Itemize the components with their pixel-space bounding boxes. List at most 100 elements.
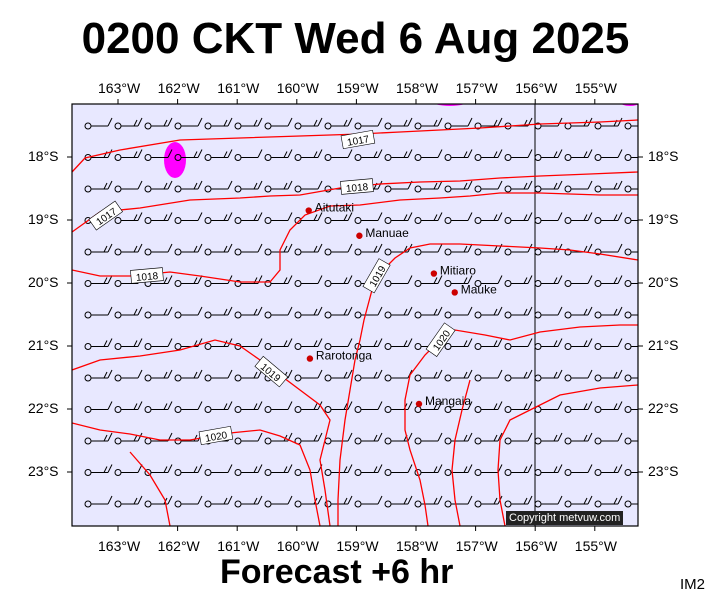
lat-tick-label: 22°S bbox=[28, 400, 59, 416]
wind-barb bbox=[594, 432, 623, 445]
isobar bbox=[497, 384, 638, 526]
wind-barb bbox=[564, 369, 593, 382]
wind-barb bbox=[504, 275, 533, 287]
wind-barb bbox=[474, 338, 503, 350]
isobar bbox=[72, 422, 321, 526]
wind-barb bbox=[534, 464, 563, 476]
wind-barb bbox=[504, 338, 533, 350]
wind-barb bbox=[414, 495, 443, 508]
wind-barb bbox=[264, 401, 293, 413]
place-dot bbox=[305, 207, 312, 214]
product-code: IM2 bbox=[680, 576, 706, 593]
wind-barb bbox=[84, 495, 113, 508]
wind-barb bbox=[504, 369, 533, 382]
wind-barb bbox=[354, 117, 383, 130]
wind-barb bbox=[534, 117, 563, 130]
wind-barb bbox=[534, 243, 563, 256]
wind-barb bbox=[534, 369, 563, 382]
wind-barb bbox=[474, 149, 503, 161]
wind-barb bbox=[384, 464, 413, 476]
wind-barb bbox=[354, 369, 383, 382]
place-dot bbox=[451, 289, 458, 296]
wind-barb bbox=[294, 275, 323, 287]
wind-barb bbox=[624, 469, 638, 476]
wind-barb bbox=[204, 243, 233, 256]
lon-tick-label: 160°W bbox=[276, 538, 319, 554]
isobar-label: 1017 bbox=[346, 134, 370, 149]
wind-barb bbox=[144, 306, 173, 319]
wind-barb bbox=[534, 149, 563, 161]
lat-tick-label: 21°S bbox=[28, 337, 59, 353]
wind-barb bbox=[354, 464, 383, 476]
wind-barb bbox=[624, 311, 638, 319]
wind-barb bbox=[204, 212, 233, 224]
wind-barb bbox=[174, 149, 203, 161]
wind-barb bbox=[444, 275, 473, 287]
wind-barb bbox=[504, 401, 533, 413]
wind-barb bbox=[144, 117, 173, 130]
wind-barb bbox=[144, 243, 173, 256]
wind-barb bbox=[234, 401, 263, 413]
isobar bbox=[72, 171, 638, 233]
wind-barb bbox=[234, 243, 263, 256]
wind-barb bbox=[294, 306, 323, 319]
wind-barb bbox=[174, 369, 203, 382]
wind-barb bbox=[594, 338, 623, 350]
lat-tick-label: 21°S bbox=[648, 337, 679, 353]
wind-barb bbox=[624, 154, 638, 161]
wind-barb bbox=[264, 338, 293, 350]
wind-barb bbox=[264, 275, 293, 287]
isobar-label: 1020 bbox=[204, 430, 228, 445]
wind-barb bbox=[204, 464, 233, 476]
wind-barb bbox=[414, 275, 443, 287]
isobar bbox=[72, 192, 638, 283]
wind-barb bbox=[414, 243, 443, 256]
wind-barb bbox=[174, 117, 203, 130]
wind-barb bbox=[84, 275, 113, 287]
wind-barb bbox=[144, 212, 173, 224]
lon-tick-label: 159°W bbox=[336, 80, 379, 96]
wind-barb bbox=[504, 306, 533, 319]
wind-barb bbox=[234, 432, 263, 445]
lon-tick-label: 159°W bbox=[336, 538, 379, 554]
wind-barb bbox=[624, 406, 638, 413]
wind-barb bbox=[564, 401, 593, 413]
wind-barb bbox=[624, 185, 638, 193]
wind-barb bbox=[264, 464, 293, 476]
wind-barb bbox=[174, 401, 203, 413]
lon-tick-label: 158°W bbox=[396, 80, 439, 96]
wind-barb bbox=[534, 306, 563, 319]
wind-barb bbox=[444, 338, 473, 350]
wind-barb bbox=[234, 212, 263, 224]
lat-tick-label: 20°S bbox=[648, 274, 679, 290]
place-label: Mauke bbox=[461, 282, 497, 296]
wind-barb bbox=[144, 369, 173, 382]
wind-barb bbox=[594, 369, 623, 382]
wind-barb bbox=[384, 275, 413, 287]
lon-tick-label: 157°W bbox=[455, 538, 498, 554]
lat-tick-label: 18°S bbox=[648, 148, 679, 164]
wind-barb bbox=[624, 122, 638, 130]
wind-barb bbox=[444, 212, 473, 224]
wind-barb bbox=[84, 369, 113, 382]
wind-barb bbox=[324, 464, 353, 476]
wind-barb bbox=[444, 306, 473, 319]
wind-barb bbox=[144, 149, 173, 161]
wind-barb bbox=[114, 212, 143, 224]
wind-barb bbox=[384, 495, 413, 508]
wind-barb bbox=[534, 275, 563, 287]
wind-barb bbox=[594, 212, 623, 224]
wind-barb bbox=[444, 369, 473, 382]
lon-tick-label: 163°W bbox=[98, 80, 141, 96]
place-dot bbox=[430, 270, 438, 277]
wind-barb bbox=[114, 338, 143, 350]
wind-barb bbox=[174, 275, 203, 287]
wind-barb bbox=[564, 464, 593, 476]
wind-barb bbox=[264, 117, 293, 130]
wind-barb bbox=[114, 180, 143, 193]
wind-barb bbox=[624, 280, 638, 287]
wind-barb bbox=[144, 180, 173, 193]
place-markers: Aitutaki Manuae Mitiaro Mauke Rarotonga Manga… bbox=[305, 201, 497, 408]
wind-barb bbox=[324, 401, 353, 413]
wind-barb bbox=[414, 464, 443, 476]
